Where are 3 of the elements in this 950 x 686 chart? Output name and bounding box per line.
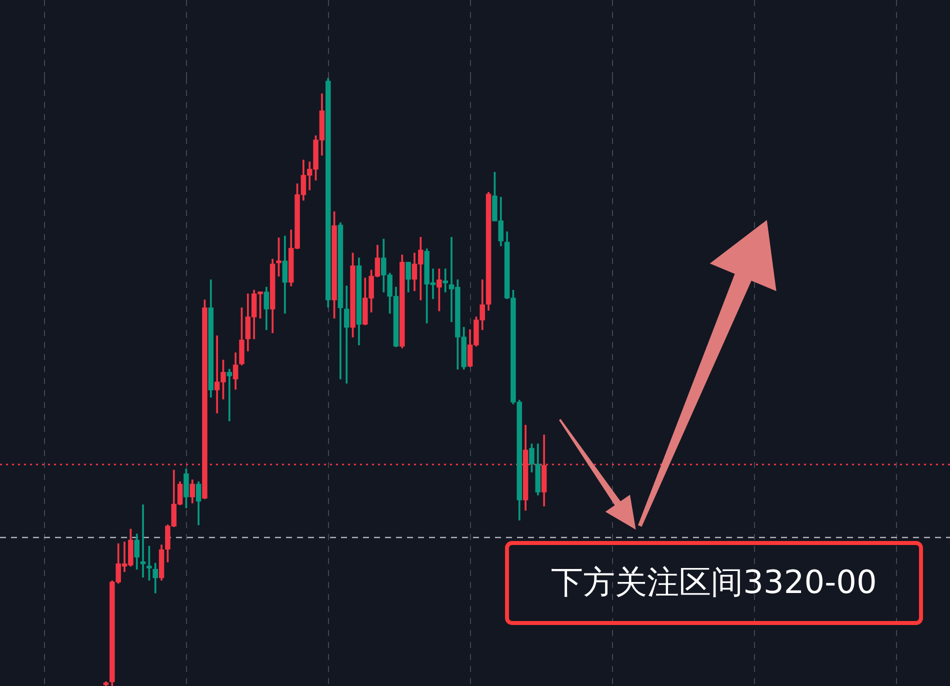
text: 下方关注区间3320-00 <box>505 541 923 625</box>
candlestick <box>442 268 448 292</box>
candlestick <box>226 368 232 422</box>
